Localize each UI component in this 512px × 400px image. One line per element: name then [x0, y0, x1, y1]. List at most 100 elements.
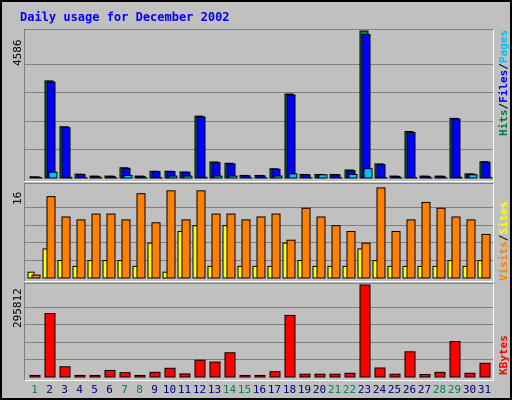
files-bar	[46, 81, 56, 179]
legend-middle: Visits/Sites	[497, 202, 510, 282]
visits-bar	[136, 193, 146, 279]
legend-sep-1: /	[497, 102, 510, 110]
kbytes-panel	[24, 283, 494, 381]
x-tick-label: 21	[327, 383, 342, 396]
visits-bar	[406, 219, 416, 279]
visits-bar	[361, 242, 371, 279]
pages-bar	[213, 175, 223, 179]
kbytes-bar	[479, 362, 491, 378]
pages-bar	[183, 175, 193, 179]
pages-bar	[168, 175, 178, 179]
visits-sites-panel	[24, 183, 494, 282]
visits-bar	[436, 207, 446, 279]
kbytes-bar	[269, 371, 281, 378]
kbytes-bar	[44, 313, 56, 378]
x-tick-label: 8	[136, 383, 143, 396]
visits-bar	[31, 274, 41, 279]
x-tick-label: 17	[267, 383, 282, 396]
kbytes-bar	[344, 372, 356, 378]
kbytes-bar	[209, 361, 221, 378]
legend-pages: Pages	[497, 30, 510, 64]
x-tick-label: 9	[151, 383, 158, 396]
kbytes-bar	[389, 373, 401, 378]
x-tick-label: 7	[121, 383, 128, 396]
visits-bar	[376, 187, 386, 279]
visits-bar	[286, 239, 296, 279]
visits-bar	[301, 207, 311, 279]
visits-bar	[256, 216, 266, 279]
x-tick-label: 26	[402, 383, 417, 396]
kbytes-bar	[449, 341, 461, 378]
pages-bar	[198, 176, 208, 179]
x-tick-label: 20	[312, 383, 327, 396]
files-bar	[151, 171, 161, 179]
kbytes-bar	[254, 374, 266, 378]
kbytes-bar	[194, 359, 206, 378]
chart-title: Daily usage for December 2002	[20, 10, 230, 24]
kbytes-bar	[134, 374, 146, 378]
visits-bar	[391, 231, 401, 279]
visits-bar	[346, 231, 356, 279]
legend-bottom: KBytes	[497, 335, 510, 375]
x-tick-label: 27	[417, 383, 432, 396]
files-bar	[196, 116, 206, 179]
x-tick-label: 25	[387, 383, 402, 396]
kbytes-bar	[374, 367, 386, 378]
visits-bar	[61, 216, 71, 279]
legend-files: Files	[497, 69, 510, 103]
legend-sites: Sites	[497, 201, 510, 235]
visits-bar	[481, 233, 491, 279]
kbytes-bar	[59, 366, 71, 378]
kbytes-bar	[179, 373, 191, 378]
x-tick-label: 15	[237, 383, 252, 396]
pages-bar	[453, 176, 463, 179]
kbytes-bar	[359, 284, 371, 378]
pages-bar	[63, 176, 73, 179]
pages-bar	[273, 175, 283, 179]
pages-bar	[288, 173, 298, 179]
x-tick-label: 1	[31, 383, 38, 396]
kbytes-bar	[239, 374, 251, 378]
pages-bar	[123, 174, 133, 179]
visits-bar	[106, 213, 116, 279]
x-tick-label: 22	[342, 383, 357, 396]
visits-bar	[76, 219, 86, 279]
legend-visits: Visits	[497, 241, 510, 281]
pages-bar	[228, 175, 238, 179]
x-tick-label: 28	[432, 383, 447, 396]
kbytes-bar	[434, 371, 446, 378]
legend-hits: Hits	[497, 109, 510, 137]
x-tick-label: 16	[252, 383, 267, 396]
x-tick-label: 24	[372, 383, 387, 396]
visits-bar	[46, 196, 56, 279]
kbytes-bar	[164, 367, 176, 378]
y-max-label-hits: 4586	[11, 39, 24, 67]
visits-bar	[421, 201, 431, 279]
x-tick-label: 12	[192, 383, 207, 396]
x-tick-label: 31	[477, 383, 492, 396]
kbytes-bar	[89, 374, 101, 378]
visits-bar	[316, 216, 326, 279]
visits-bar	[211, 213, 221, 279]
files-bar	[286, 94, 296, 179]
kbytes-bar	[329, 373, 341, 378]
files-bar	[481, 161, 491, 179]
kbytes-bar	[404, 351, 416, 378]
y-max-label-visits: 16	[11, 191, 24, 205]
hits-files-pages-panel	[24, 29, 494, 182]
files-bar	[61, 127, 71, 179]
kbytes-bar	[29, 374, 41, 378]
x-tick-label: 11	[177, 383, 192, 396]
x-tick-label: 2	[46, 383, 53, 396]
visits-bar	[151, 222, 161, 279]
kbytes-bar	[314, 373, 326, 378]
x-axis-day-labels: 1 2 3 4 5 6 7 8 9 10 11 12 13 14 15 16 17 18 19 20 21 22 23 24 2…	[24, 383, 492, 397]
visits-bar	[196, 190, 206, 279]
x-tick-label: 6	[106, 383, 113, 396]
kbytes-bar	[104, 369, 116, 378]
visits-bar	[166, 190, 176, 279]
kbytes-bar	[419, 374, 431, 378]
visits-bar	[451, 216, 461, 279]
visits-bar	[181, 219, 191, 279]
